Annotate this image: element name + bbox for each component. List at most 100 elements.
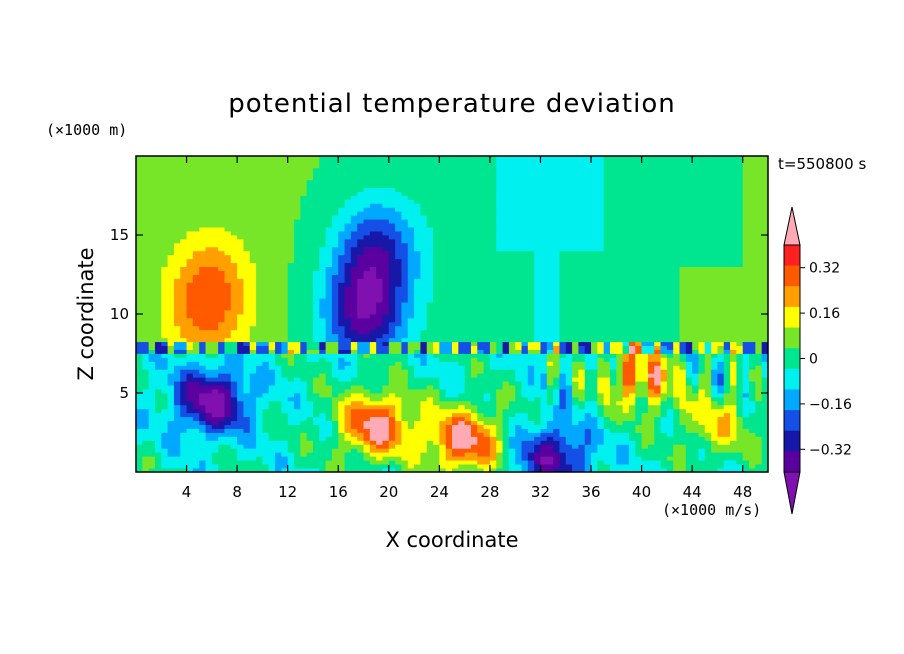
field-cell: [635, 314, 642, 319]
field-cell: [369, 294, 377, 299]
field-cell: [173, 329, 181, 335]
field-cell: [603, 361, 611, 366]
field-cell: [294, 365, 301, 370]
field-cell: [445, 310, 453, 315]
field-cell: [331, 294, 339, 299]
field-cell: [616, 290, 624, 295]
field-cell: [268, 306, 276, 311]
field-cell: [730, 424, 737, 429]
field-cell: [736, 381, 744, 386]
field-cell: [256, 452, 263, 457]
field-cell: [205, 389, 213, 394]
field-cell: [338, 321, 345, 327]
field-cell: [521, 404, 529, 410]
field-cell: [647, 452, 655, 457]
field-cell: [312, 365, 320, 370]
field-cell: [243, 365, 251, 370]
field-cell: [742, 424, 750, 429]
field-cell: [635, 294, 642, 299]
field-cell: [521, 302, 529, 307]
field-cell: [723, 377, 731, 382]
field-cell: [262, 424, 270, 429]
field-cell: [186, 389, 194, 394]
field-cell: [420, 337, 428, 343]
field-cell: [559, 460, 567, 465]
field-cell: [161, 436, 168, 441]
field-cell: [572, 460, 579, 465]
field-cell: [692, 389, 699, 394]
field-cell: [527, 321, 535, 327]
field-cell: [679, 432, 687, 437]
field-cell: [414, 286, 421, 291]
field-cell: [641, 389, 649, 394]
field-cell: [331, 333, 339, 339]
field-cell: [369, 432, 377, 437]
field-cell: [565, 456, 573, 461]
field-cell: [761, 460, 768, 465]
field-cell: [249, 361, 257, 366]
field-cell: [603, 404, 611, 410]
field-cell: [534, 385, 541, 390]
field-cell: [704, 282, 712, 287]
field-cell: [477, 286, 484, 291]
field-cell: [224, 381, 232, 386]
field-cell: [407, 377, 415, 382]
field-cell: [344, 432, 352, 437]
field-cell: [420, 353, 428, 358]
field-cell: [534, 337, 541, 343]
field-cell: [761, 349, 768, 354]
field-cell: [527, 432, 535, 437]
field-cell: [395, 460, 402, 465]
field-cell: [275, 365, 282, 370]
field-cell: [161, 333, 168, 339]
field-cell: [395, 333, 402, 339]
field-cell: [300, 400, 308, 406]
field-cell: [540, 357, 548, 362]
field-cell: [698, 357, 706, 362]
field-cell: [540, 282, 548, 287]
field-cell: [186, 345, 194, 350]
field-cell: [262, 333, 270, 339]
field-cell: [426, 317, 434, 323]
field-cell: [237, 333, 244, 339]
field-cell: [357, 436, 364, 441]
field-cell: [717, 317, 725, 323]
field-cell: [294, 468, 301, 472]
field-cell: [572, 306, 579, 311]
field-cell: [565, 317, 573, 323]
field-cell: [452, 337, 459, 343]
field-cell: [679, 282, 687, 287]
field-cell: [559, 302, 567, 307]
field-cell: [452, 460, 459, 465]
field-cell: [534, 274, 541, 279]
field-cell: [477, 452, 484, 457]
field-cell: [483, 424, 491, 429]
field-cell: [610, 314, 617, 319]
field-cell: [211, 325, 219, 331]
field-cell: [534, 420, 541, 425]
field-cell: [439, 464, 447, 469]
field-cell: [312, 389, 320, 394]
field-cell: [414, 314, 421, 319]
field-cell: [369, 468, 377, 472]
field-cell: [363, 310, 371, 315]
field-cell: [489, 424, 497, 429]
field-cell: [685, 444, 693, 449]
field-cell: [591, 436, 598, 441]
field-cell: [237, 329, 244, 335]
field-cell: [591, 369, 598, 374]
field-cell: [218, 365, 225, 370]
field-cell: [136, 381, 143, 386]
field-cell: [654, 404, 661, 410]
field-cell: [452, 408, 459, 414]
field-cell: [572, 337, 579, 343]
field-cell: [452, 310, 459, 315]
field-cell: [761, 329, 768, 335]
field-cell: [319, 448, 326, 453]
field-cell: [268, 456, 276, 461]
field-cell: [673, 325, 680, 331]
field-cell: [205, 396, 213, 402]
field-cell: [508, 432, 516, 437]
field-cell: [496, 325, 503, 331]
field-cell: [742, 357, 750, 362]
